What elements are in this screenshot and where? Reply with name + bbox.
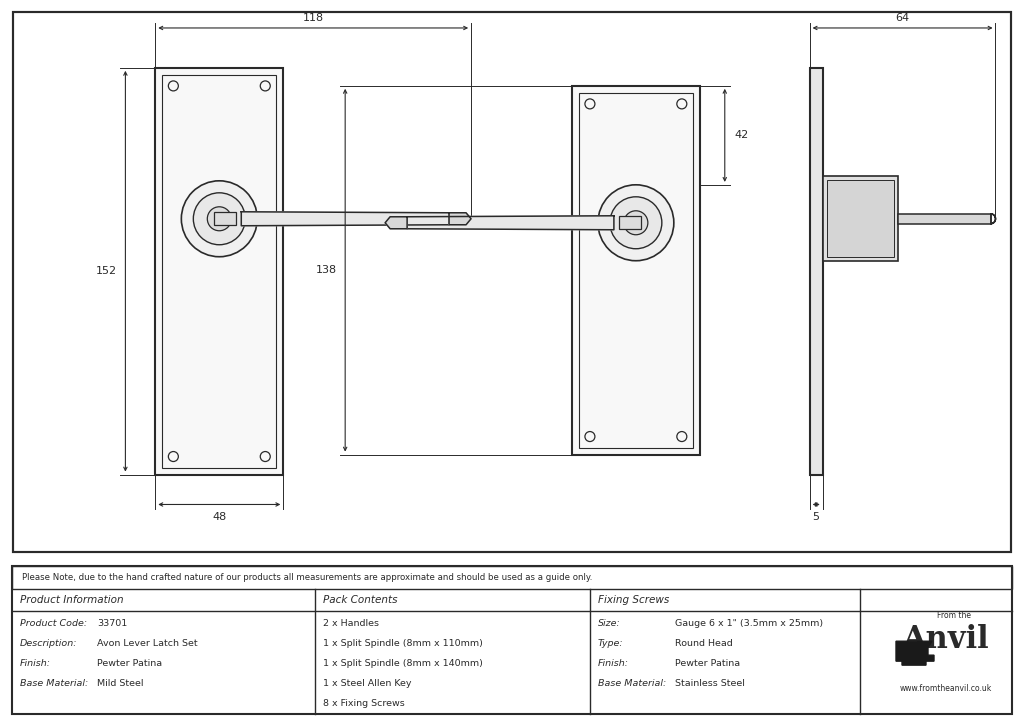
Text: Finish:: Finish:	[598, 659, 629, 668]
Text: 1 x Split Spindle (8mm x 110mm): 1 x Split Spindle (8mm x 110mm)	[323, 639, 483, 649]
Text: Type:: Type:	[598, 639, 624, 649]
Text: www.fromtheanvil.co.uk: www.fromtheanvil.co.uk	[900, 684, 992, 693]
Text: Fixing Screws: Fixing Screws	[598, 595, 670, 605]
Polygon shape	[450, 213, 471, 225]
Bar	[822, 176, 898, 261]
Bar	[579, 93, 693, 447]
Text: Avon Lever Latch Set: Avon Lever Latch Set	[97, 639, 198, 649]
Bar	[163, 75, 276, 467]
Text: Description:: Description:	[20, 639, 78, 649]
Text: Product Code:: Product Code:	[20, 619, 87, 628]
Text: 8 x Fixing Screws: 8 x Fixing Screws	[323, 699, 404, 708]
Polygon shape	[896, 641, 934, 665]
Bar	[156, 68, 284, 475]
Text: Gauge 6 x 1" (3.5mm x 25mm): Gauge 6 x 1" (3.5mm x 25mm)	[675, 619, 823, 628]
Text: 138: 138	[316, 265, 337, 275]
Text: 1 x Split Spindle (8mm x 140mm): 1 x Split Spindle (8mm x 140mm)	[323, 659, 483, 668]
Text: Base Material:: Base Material:	[20, 679, 88, 688]
Text: 2 x Handles: 2 x Handles	[323, 619, 379, 628]
Polygon shape	[408, 216, 614, 230]
Circle shape	[194, 193, 246, 244]
Text: From the: From the	[937, 611, 971, 620]
Circle shape	[181, 180, 257, 257]
Text: 48: 48	[212, 513, 226, 523]
Circle shape	[610, 197, 662, 249]
Text: Finish:: Finish:	[20, 659, 51, 668]
Text: Round Head: Round Head	[675, 639, 733, 649]
Bar	[618, 216, 641, 229]
Text: Stainless Steel: Stainless Steel	[675, 679, 744, 688]
Text: Base Material:: Base Material:	[598, 679, 667, 688]
Bar	[572, 86, 699, 454]
Text: 33701: 33701	[97, 619, 127, 628]
Polygon shape	[385, 216, 408, 229]
Text: 118: 118	[303, 13, 324, 23]
Circle shape	[207, 207, 231, 231]
Polygon shape	[242, 212, 450, 226]
Text: Pewter Patina: Pewter Patina	[97, 659, 162, 668]
Text: Size:: Size:	[598, 619, 621, 628]
Bar	[214, 212, 237, 225]
Text: Please Note, due to the hand crafted nature of our products all measurements are: Please Note, due to the hand crafted nat…	[22, 573, 592, 582]
Text: Anvil: Anvil	[903, 624, 989, 655]
Text: 152: 152	[96, 266, 118, 276]
Wedge shape	[990, 214, 995, 224]
Circle shape	[624, 211, 648, 235]
Text: 42: 42	[735, 130, 749, 140]
Text: Mild Steel: Mild Steel	[97, 679, 143, 688]
Text: 1 x Steel Allen Key: 1 x Steel Allen Key	[323, 679, 412, 688]
Bar	[12, 567, 1012, 590]
Text: Pewter Patina: Pewter Patina	[675, 659, 740, 668]
Text: 5: 5	[813, 513, 819, 523]
Bar	[898, 214, 990, 224]
Bar	[826, 180, 894, 257]
Text: Product Information: Product Information	[20, 595, 124, 605]
Bar	[810, 68, 822, 475]
Circle shape	[598, 185, 674, 261]
Text: Pack Contents: Pack Contents	[323, 595, 397, 605]
Text: 64: 64	[896, 13, 909, 23]
